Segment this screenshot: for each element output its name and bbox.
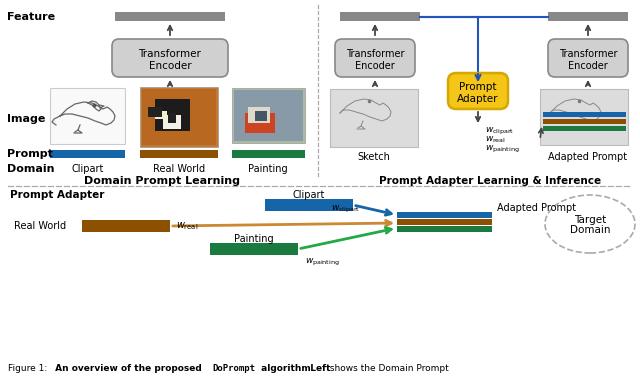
Text: $w_\mathrm{clipart}$: $w_\mathrm{clipart}$ (331, 203, 360, 215)
Bar (50, 150, 125, 158)
FancyBboxPatch shape (112, 39, 228, 77)
Text: Image: Image (7, 114, 45, 124)
Text: Adapted Prompt: Adapted Prompt (548, 152, 628, 162)
Bar (50, 88, 125, 144)
Text: Encoder: Encoder (355, 61, 395, 71)
Bar (340, 12, 420, 21)
Text: $w_\mathrm{real}$: $w_\mathrm{real}$ (176, 220, 198, 232)
Bar (210, 243, 298, 255)
Text: Painting: Painting (248, 164, 288, 174)
Bar (142, 89, 216, 145)
Text: DoPrompt: DoPrompt (212, 364, 255, 373)
Text: Domain Prompt Learning: Domain Prompt Learning (84, 176, 240, 186)
Bar (543, 112, 626, 117)
Text: algorithm.: algorithm. (258, 364, 314, 373)
Bar (397, 226, 492, 232)
Text: shows the Domain Prompt: shows the Domain Prompt (327, 364, 449, 373)
Text: $w_\mathrm{painting}$: $w_\mathrm{painting}$ (305, 257, 340, 268)
Bar (548, 12, 628, 21)
Ellipse shape (545, 195, 635, 253)
Bar (543, 126, 626, 131)
Text: Prompt: Prompt (7, 149, 53, 159)
Bar (155, 111, 167, 119)
FancyBboxPatch shape (448, 73, 508, 109)
Text: Painting: Painting (234, 234, 274, 244)
FancyBboxPatch shape (335, 39, 415, 77)
FancyBboxPatch shape (548, 39, 628, 77)
Bar (140, 87, 218, 147)
Text: Adapted Prompt: Adapted Prompt (497, 203, 576, 213)
Bar (140, 150, 218, 158)
Text: Feature: Feature (7, 12, 55, 22)
Text: Real World: Real World (14, 221, 66, 231)
Bar (232, 150, 305, 158)
Text: Encoder: Encoder (148, 61, 191, 71)
Bar (234, 90, 303, 141)
Text: Left: Left (304, 364, 330, 373)
Bar (148, 107, 162, 117)
Text: Prompt: Prompt (460, 82, 497, 92)
Text: Clipart: Clipart (293, 190, 325, 200)
Text: An overview of the proposed: An overview of the proposed (52, 364, 205, 373)
Text: Prompt Adapter Learning & Inference: Prompt Adapter Learning & Inference (379, 176, 601, 186)
Bar (397, 212, 492, 218)
Text: Domain: Domain (570, 225, 611, 235)
Bar (115, 12, 225, 21)
Text: Domain: Domain (7, 164, 54, 174)
Text: $w_\mathrm{painting}$: $w_\mathrm{painting}$ (485, 144, 520, 155)
Bar (540, 89, 628, 145)
Bar (82, 220, 170, 232)
Bar (543, 119, 626, 124)
Text: Clipart: Clipart (72, 164, 104, 174)
Text: Encoder: Encoder (568, 61, 608, 71)
Text: $w_\mathrm{real}$: $w_\mathrm{real}$ (485, 135, 506, 145)
Text: Transformer: Transformer (559, 49, 617, 59)
Bar (397, 219, 492, 225)
Text: Adapter: Adapter (457, 94, 499, 104)
Bar (232, 88, 305, 143)
Bar (163, 115, 181, 129)
Bar (255, 111, 267, 121)
Text: Transformer: Transformer (139, 49, 202, 59)
Text: Real World: Real World (153, 164, 205, 174)
Text: Target: Target (574, 215, 606, 225)
Text: Transformer: Transformer (346, 49, 404, 59)
Text: $w_\mathrm{clipart}$: $w_\mathrm{clipart}$ (485, 125, 514, 136)
Bar (265, 199, 353, 211)
Text: Figure 1:: Figure 1: (8, 364, 47, 373)
Bar (245, 113, 275, 133)
Bar (248, 107, 270, 123)
Bar (155, 99, 190, 131)
Text: Sketch: Sketch (358, 152, 390, 162)
Bar (330, 89, 418, 147)
Bar (168, 113, 176, 123)
Text: Prompt Adapter: Prompt Adapter (10, 190, 104, 200)
